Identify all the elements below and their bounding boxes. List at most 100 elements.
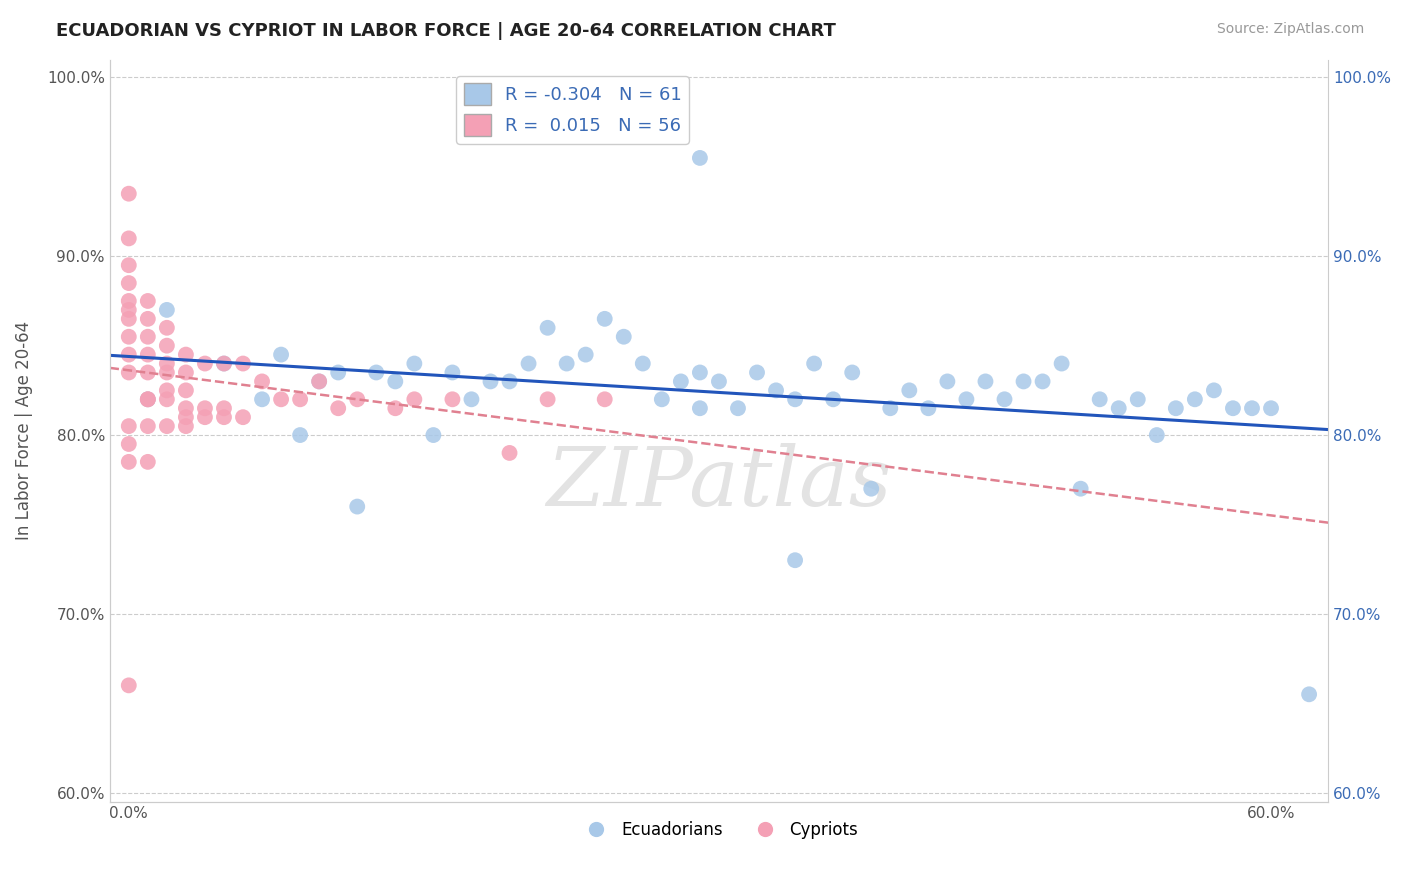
Point xyxy=(898,384,921,398)
Point xyxy=(1164,401,1187,416)
Point xyxy=(1260,401,1282,416)
Point xyxy=(707,375,730,389)
Y-axis label: In Labor Force | Age 20-64: In Labor Force | Age 20-64 xyxy=(15,321,32,541)
Point xyxy=(1108,401,1130,416)
Point xyxy=(136,348,159,362)
Point xyxy=(136,392,159,407)
Point xyxy=(136,392,159,407)
Point xyxy=(1240,401,1263,416)
Point xyxy=(993,392,1015,407)
Point xyxy=(250,392,273,407)
Point xyxy=(174,348,197,362)
Point xyxy=(384,375,406,389)
Point xyxy=(212,357,235,371)
Point xyxy=(156,366,179,380)
Point xyxy=(194,410,217,425)
Legend: Ecuadorians, Cypriots: Ecuadorians, Cypriots xyxy=(572,814,865,846)
Point xyxy=(118,186,141,201)
Point xyxy=(118,419,141,434)
Point xyxy=(555,357,578,371)
Point xyxy=(288,428,311,442)
Point xyxy=(955,392,977,407)
Point xyxy=(212,401,235,416)
Point xyxy=(936,375,959,389)
Point xyxy=(1032,375,1054,389)
Point xyxy=(536,320,558,334)
Point xyxy=(974,375,997,389)
Point xyxy=(270,348,292,362)
Point xyxy=(232,410,254,425)
Point xyxy=(118,366,141,380)
Text: ZIPatlas: ZIPatlas xyxy=(546,442,891,523)
Point xyxy=(156,392,179,407)
Point xyxy=(174,419,197,434)
Point xyxy=(575,348,598,362)
Point xyxy=(669,375,692,389)
Point xyxy=(689,151,711,165)
Point xyxy=(250,375,273,389)
Point xyxy=(1088,392,1111,407)
Point xyxy=(156,384,179,398)
Point xyxy=(118,348,141,362)
Point xyxy=(404,392,426,407)
Point xyxy=(136,419,159,434)
Point xyxy=(517,357,540,371)
Point xyxy=(328,401,350,416)
Point xyxy=(156,419,179,434)
Point xyxy=(118,302,141,317)
Point xyxy=(651,392,673,407)
Point xyxy=(174,401,197,416)
Point xyxy=(689,401,711,416)
Point xyxy=(156,302,179,317)
Point xyxy=(118,678,141,692)
Point xyxy=(785,392,807,407)
Point xyxy=(288,392,311,407)
Point xyxy=(1298,687,1320,701)
Point xyxy=(308,375,330,389)
Point xyxy=(860,482,883,496)
Point xyxy=(118,231,141,245)
Point xyxy=(841,366,863,380)
Point xyxy=(460,392,482,407)
Point xyxy=(727,401,749,416)
Point xyxy=(136,455,159,469)
Point xyxy=(118,293,141,308)
Point xyxy=(232,357,254,371)
Point xyxy=(270,392,292,407)
Point xyxy=(823,392,845,407)
Point xyxy=(498,375,520,389)
Point xyxy=(156,320,179,334)
Point xyxy=(328,366,350,380)
Point xyxy=(174,410,197,425)
Point xyxy=(917,401,939,416)
Point xyxy=(118,276,141,290)
Point xyxy=(1126,392,1149,407)
Point xyxy=(498,446,520,460)
Point xyxy=(156,357,179,371)
Point xyxy=(1202,384,1225,398)
Point xyxy=(308,375,330,389)
Point xyxy=(346,500,368,514)
Point xyxy=(479,375,502,389)
Point xyxy=(136,329,159,343)
Point xyxy=(194,357,217,371)
Point xyxy=(174,384,197,398)
Point xyxy=(136,392,159,407)
Point xyxy=(118,437,141,451)
Point xyxy=(118,311,141,326)
Point xyxy=(212,410,235,425)
Point xyxy=(384,401,406,416)
Point xyxy=(879,401,901,416)
Point xyxy=(593,392,616,407)
Point xyxy=(1050,357,1073,371)
Point xyxy=(194,401,217,416)
Point xyxy=(613,329,636,343)
Point xyxy=(1184,392,1206,407)
Point xyxy=(136,366,159,380)
Point xyxy=(212,357,235,371)
Point xyxy=(346,392,368,407)
Point xyxy=(136,311,159,326)
Point xyxy=(536,392,558,407)
Point xyxy=(745,366,768,380)
Point xyxy=(765,384,787,398)
